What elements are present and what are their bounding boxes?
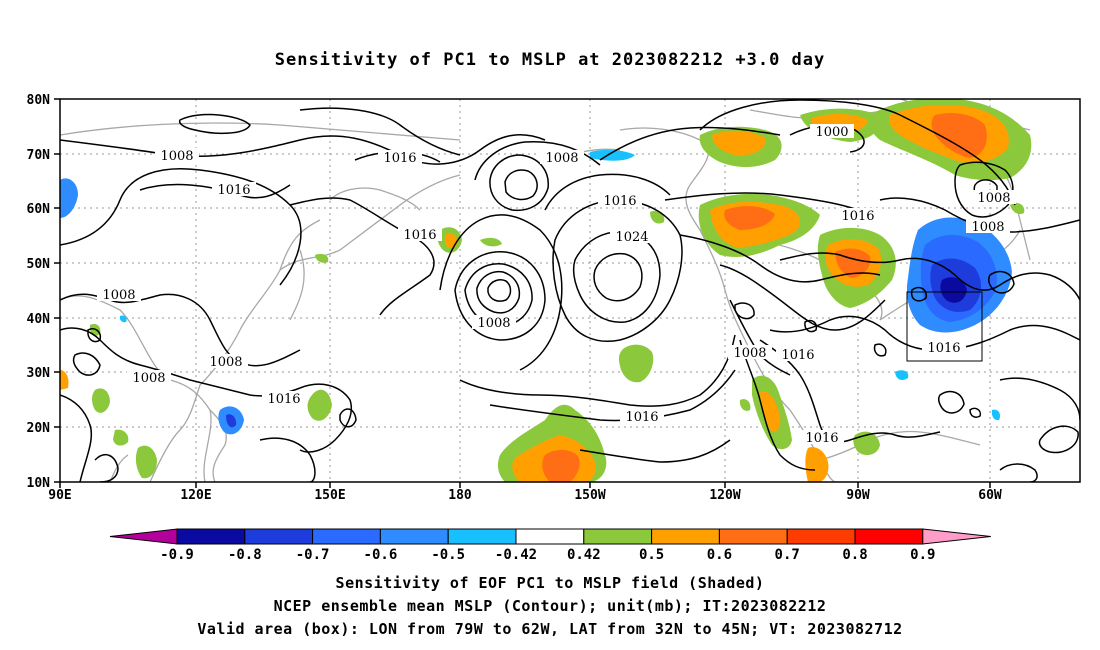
contour-label: 1008 xyxy=(132,371,165,386)
contour-label: 1008 xyxy=(209,355,242,370)
longitude-labels: 90E 120E 150E 180 150W 120W 90W 60W xyxy=(48,488,1002,503)
lat-label: 60N xyxy=(27,202,51,217)
contour-labels: 1008 1016 1016 1008 1016 1016 1024 1000 … xyxy=(97,124,1016,446)
axis-ticks xyxy=(54,98,991,488)
colorbar-label: 0.9 xyxy=(910,547,935,563)
contour-label: 1008 xyxy=(977,191,1010,206)
colorbar-label: -0.42 xyxy=(495,547,537,563)
lon-label: 150W xyxy=(574,488,605,503)
colorbar-swatch xyxy=(718,528,788,545)
colorbar: -0.9 -0.8 -0.7 -0.6 -0.5 -0.42 0.42 0.5 0.6 0.7 0.… xyxy=(109,528,991,563)
contour-label: 1016 xyxy=(805,431,838,446)
colorbar-swatch xyxy=(786,528,856,545)
contour-label: 1016 xyxy=(383,151,416,166)
colorbar-label: 0.6 xyxy=(707,547,732,563)
lat-label: 10N xyxy=(27,476,51,491)
colorbar-label: -0.8 xyxy=(228,547,262,563)
contour-label: 1008 xyxy=(733,346,766,361)
lat-label: 30N xyxy=(27,366,51,381)
caption-contour: NCEP ensemble mean MSLP (Contour); unit(… xyxy=(273,597,827,615)
colorbar-swatch xyxy=(244,528,314,545)
colorbar-triangle-right xyxy=(922,528,991,545)
lon-label: 90W xyxy=(846,488,870,503)
colorbar-swatch xyxy=(854,528,924,545)
lat-label: 70N xyxy=(27,148,51,163)
contour-label: 1016 xyxy=(603,194,636,209)
lon-label: 120W xyxy=(709,488,740,503)
lon-label: 120E xyxy=(180,488,211,503)
contour-label: 1016 xyxy=(217,183,250,198)
colorbar-swatch xyxy=(515,528,585,545)
contour-label: 1016 xyxy=(841,209,874,224)
lat-label: 40N xyxy=(27,312,51,327)
colorbar-label: -0.5 xyxy=(431,547,465,563)
contour-label: 1016 xyxy=(625,410,658,425)
colorbar-swatch xyxy=(312,528,381,545)
colorbar-triangle-left xyxy=(109,528,178,545)
lon-label: 180 xyxy=(448,488,472,503)
contour-label: 1008 xyxy=(102,288,135,303)
lat-label: 20N xyxy=(27,421,51,436)
lon-label: 150E xyxy=(314,488,345,503)
colorbar-swatch xyxy=(379,528,449,545)
lat-label: 80N xyxy=(27,93,51,108)
plot-frame xyxy=(59,98,1081,483)
contour-label: 1008 xyxy=(160,149,193,164)
contour-label: 1016 xyxy=(781,348,814,363)
contour-label: 1000 xyxy=(815,125,848,140)
colorbar-label: 0.8 xyxy=(842,547,867,563)
lat-label: 50N xyxy=(27,257,51,272)
colorbar-label: 0.5 xyxy=(639,547,664,563)
contour-label: 1024 xyxy=(615,230,648,245)
contour-label: 1008 xyxy=(971,220,1004,235)
colorbar-swatch xyxy=(583,528,653,545)
contour-label: 1008 xyxy=(545,151,578,166)
caption-shaded: Sensitivity of EOF PC1 to MSLP field (Sh… xyxy=(335,574,765,592)
plot-title: Sensitivity of PC1 to MSLP at 2023082212… xyxy=(274,50,826,70)
colorbar-label: -0.9 xyxy=(160,547,194,563)
latitude-labels: 80N 70N 60N 50N 40N 30N 20N 10N xyxy=(27,93,51,491)
colorbar-swatch xyxy=(447,528,517,545)
colorbar-swatch xyxy=(176,528,246,545)
contour-label: 1016 xyxy=(267,392,300,407)
mslp-contours xyxy=(60,99,1080,482)
colorbar-label: 0.42 xyxy=(567,547,601,563)
colorbar-label: -0.6 xyxy=(364,547,398,563)
contour-label: 1016 xyxy=(927,341,960,356)
colorbar-swatch xyxy=(651,528,720,545)
contour-label: 1008 xyxy=(477,316,510,331)
colorbar-label: 0.7 xyxy=(775,547,800,563)
colorbar-label: -0.7 xyxy=(296,547,330,563)
contour-label: 1016 xyxy=(403,228,436,243)
caption-valid-area: Valid area (box): LON from 79W to 62W, L… xyxy=(197,620,903,638)
valid-area-box xyxy=(906,291,983,362)
lon-label: 90E xyxy=(48,488,71,503)
lon-label: 60W xyxy=(978,488,1002,503)
